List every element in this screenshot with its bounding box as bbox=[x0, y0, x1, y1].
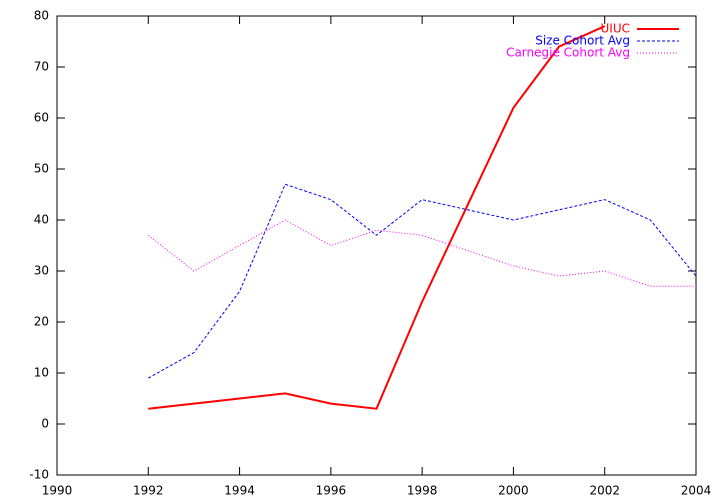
y-tick-label: 20 bbox=[34, 315, 49, 329]
x-tick-label: 1998 bbox=[407, 484, 438, 498]
y-tick-label: 0 bbox=[41, 417, 49, 431]
series-line bbox=[148, 25, 606, 410]
plot-frame bbox=[56, 15, 697, 476]
x-tick-label: 1990 bbox=[42, 484, 73, 498]
y-tick-label: 70 bbox=[34, 60, 49, 74]
x-tick-label: 1992 bbox=[133, 484, 164, 498]
x-tick-label: 2004 bbox=[681, 484, 712, 498]
y-tick-label: 30 bbox=[34, 264, 49, 278]
x-tick-label: 1996 bbox=[316, 484, 347, 498]
legend-label: UIUC bbox=[601, 22, 630, 36]
x-tick-label: 1994 bbox=[224, 484, 255, 498]
x-tick-label: 2002 bbox=[589, 484, 620, 498]
legend-label: Carnegie Cohort Avg bbox=[506, 46, 630, 60]
y-tick-label: 60 bbox=[34, 111, 49, 125]
y-tick-label: -10 bbox=[29, 468, 49, 482]
y-tick-label: 10 bbox=[34, 366, 49, 380]
legend-label: Size Cohort Avg bbox=[535, 34, 630, 48]
y-tick-label: 40 bbox=[34, 213, 49, 227]
series-line bbox=[147, 219, 696, 287]
series-line bbox=[148, 183, 697, 379]
y-tick-label: 50 bbox=[34, 162, 49, 176]
y-tick-label: 80 bbox=[34, 9, 49, 23]
x-tick-label: 2000 bbox=[498, 484, 529, 498]
